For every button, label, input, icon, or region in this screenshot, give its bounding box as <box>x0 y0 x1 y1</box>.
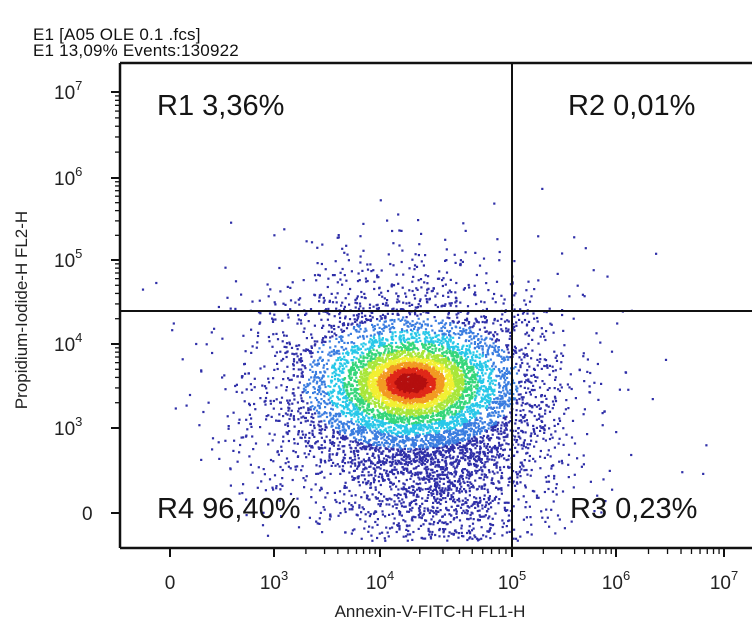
gate-events-summary: E1 13,09% Events:130922 <box>33 41 239 60</box>
y-tick-label: 105 <box>54 246 82 272</box>
x-tick-label: 105 <box>498 568 526 594</box>
quadrant-label-r1: R1 3,36% <box>157 90 284 122</box>
y-axis-label: Propidium-Iodide-H FL2-H <box>12 211 31 409</box>
y-tick-label: 103 <box>54 414 82 440</box>
y-tick-label: 107 <box>54 78 82 104</box>
quadrant-label-r2: R2 0,01% <box>568 90 695 122</box>
quadrant-label-r3: R3 0,23% <box>570 493 697 525</box>
sample-filename: E1 [A05 OLE 0.1 .fcs] <box>33 25 201 44</box>
y-tick-label: 106 <box>54 164 82 190</box>
x-tick-label: 103 <box>260 568 288 594</box>
density-points <box>141 187 708 542</box>
x-axis-label: Annexin-V-FITC-H FL1-H <box>335 602 526 621</box>
x-tick-label: 106 <box>602 568 630 594</box>
y-axis: 0 103 104 105 106 107 <box>54 78 120 525</box>
x-tick-label: 104 <box>366 568 394 594</box>
x-axis: 0 103 104 105 106 107 <box>165 548 738 594</box>
y-tick-label: 0 <box>82 504 93 525</box>
x-tick-label: 0 <box>165 573 176 594</box>
quadrant-label-r4: R4 96,40% <box>157 493 301 525</box>
y-tick-label: 104 <box>54 330 82 356</box>
x-tick-label: 107 <box>710 568 738 594</box>
